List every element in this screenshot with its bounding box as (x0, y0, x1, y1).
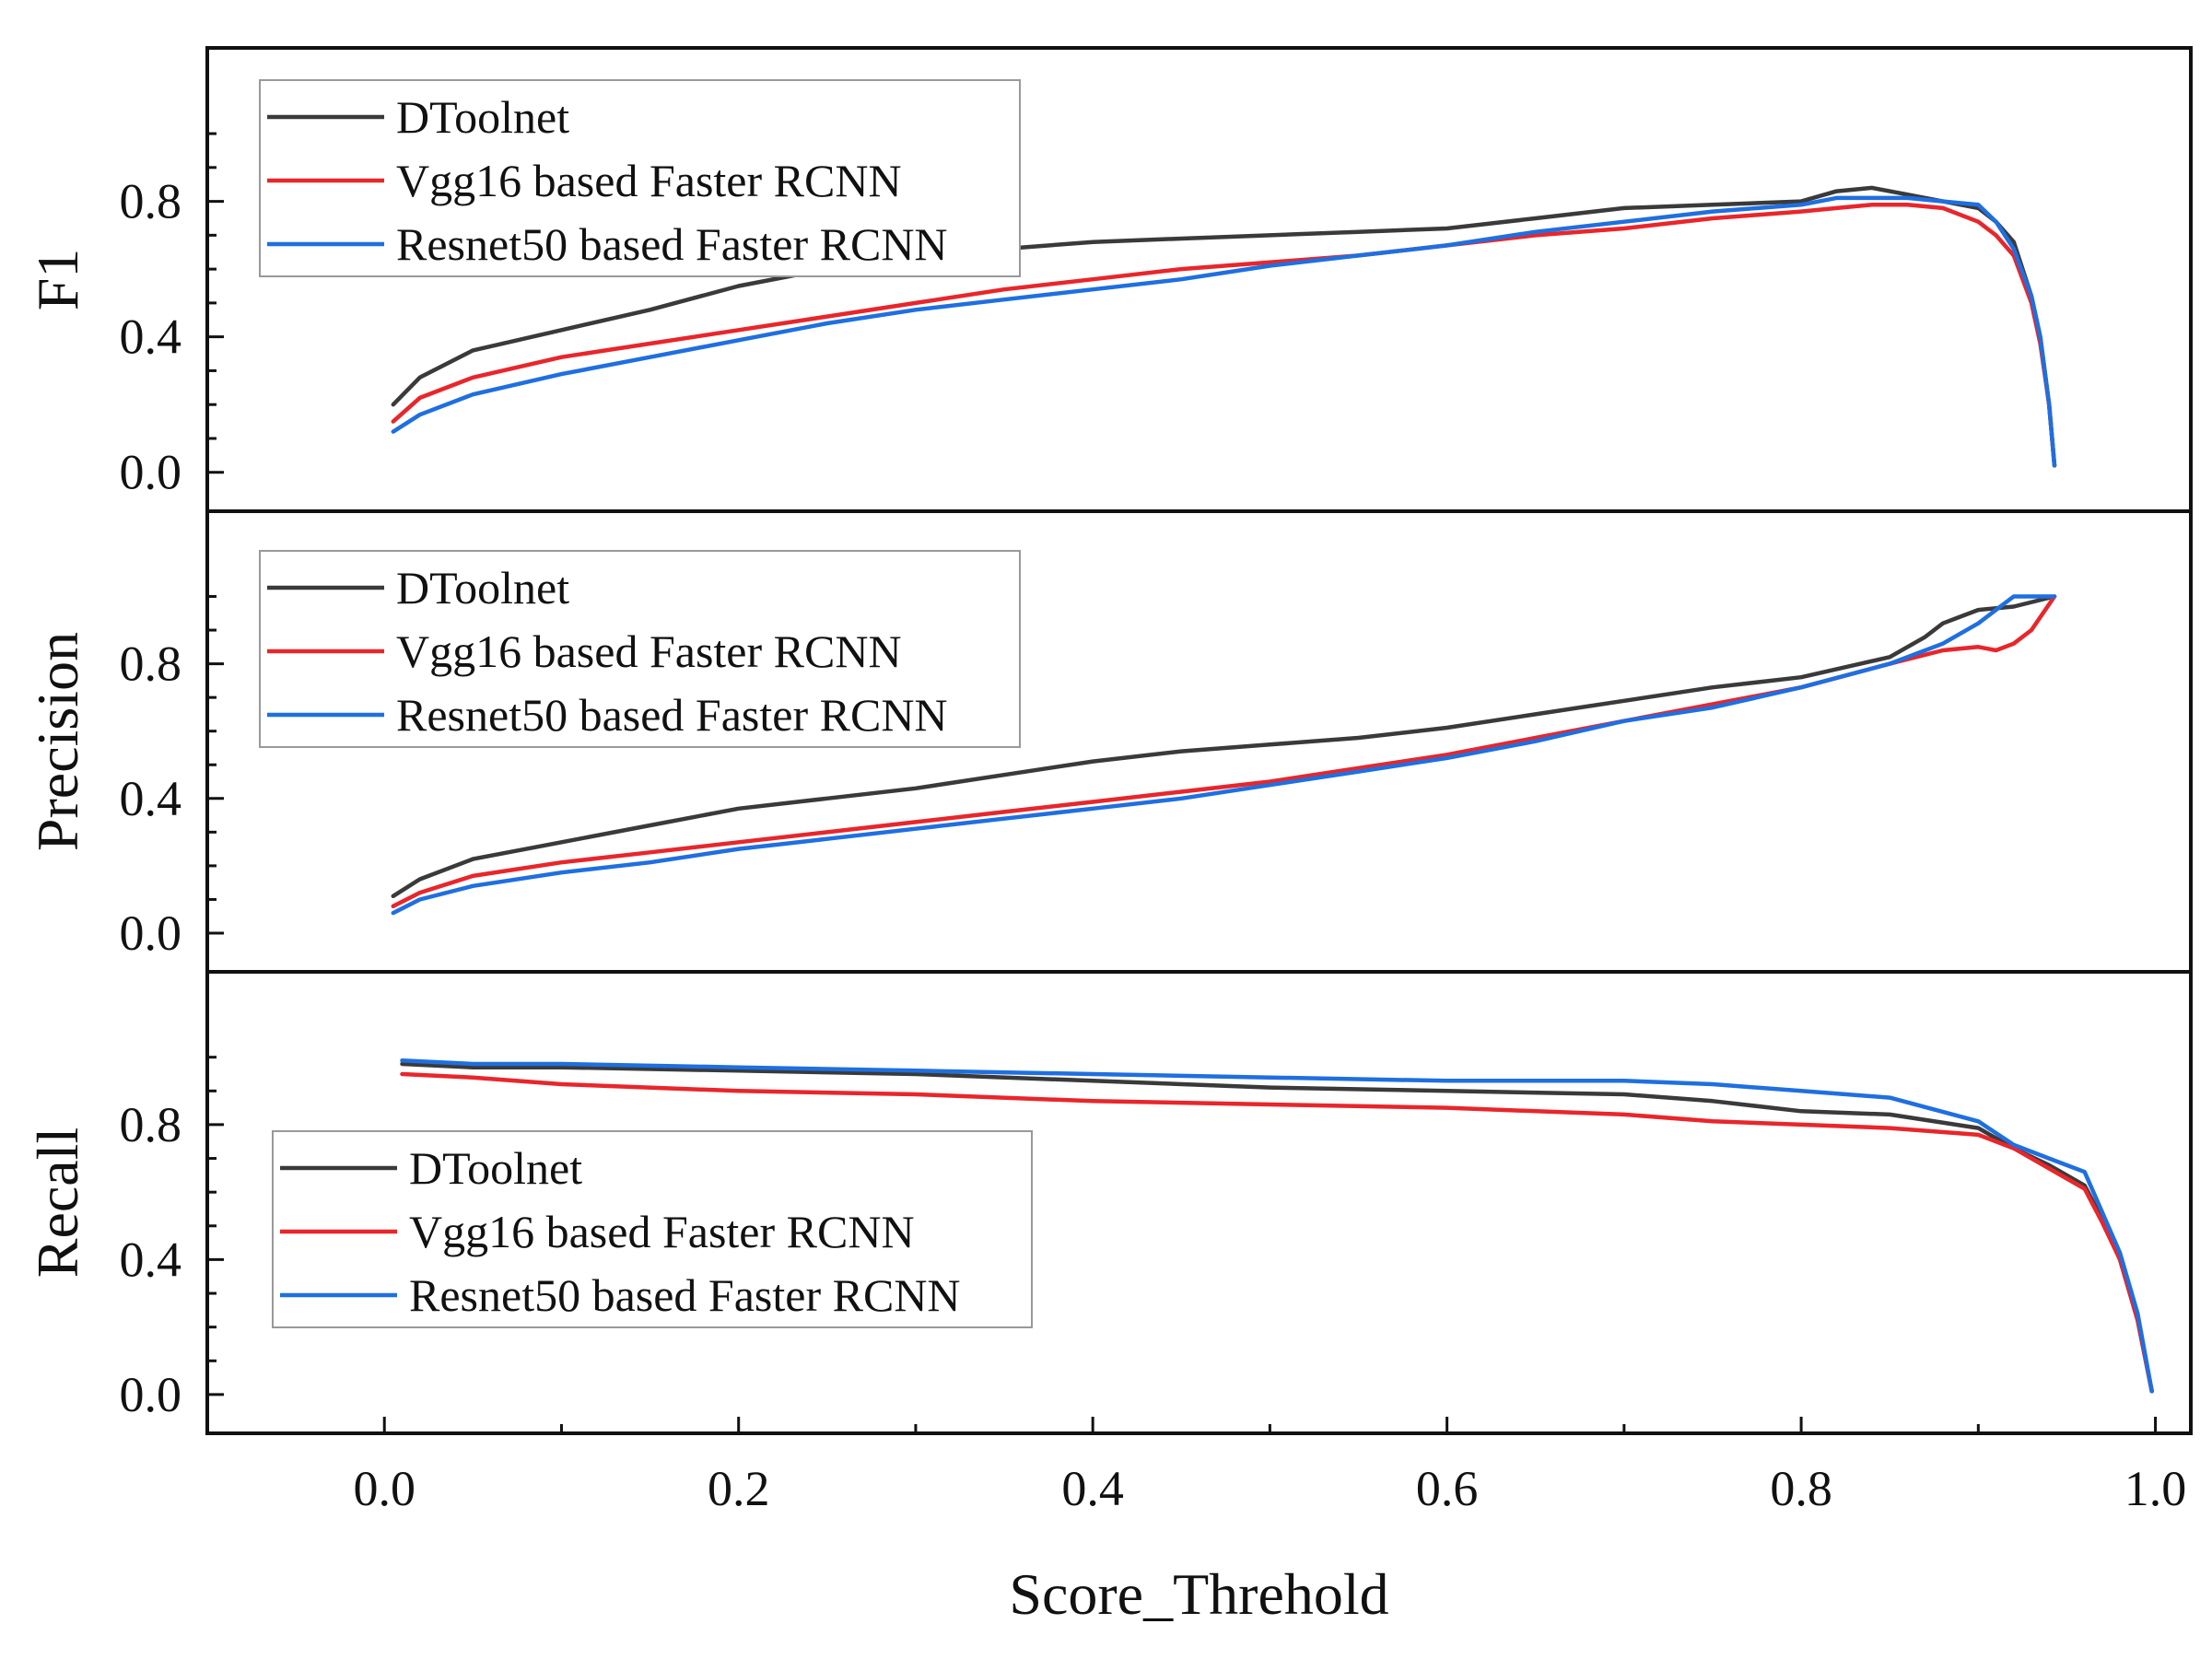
bottom-series-line-3 (400, 1058, 2154, 1394)
top-y-axis-title: F1 (25, 249, 90, 311)
top-series-line-3 (391, 195, 2057, 468)
top-y-tick-label: 0.0 (120, 445, 182, 500)
bottom-series-line-2 (400, 1071, 2154, 1394)
top-legend-label-1: DToolnet (396, 91, 569, 143)
x-tick-label: 0.2 (708, 1461, 770, 1516)
middle-series-line-1 (391, 594, 2057, 899)
bottom-panel-frame (205, 970, 2193, 1435)
middle-series-line-3 (391, 594, 2057, 916)
bottom-legend-label-1: DToolnet (409, 1142, 582, 1194)
top-legend-label-3: Resnet50 based Faster RCNN (396, 218, 948, 270)
top-legend-label-2: Vgg16 based Faster RCNN (396, 155, 902, 206)
middle-y-axis-title: Precision (25, 632, 90, 851)
bottom-y-tick-label: 0.0 (120, 1367, 182, 1422)
bottom-legend-label-3: Resnet50 based Faster RCNN (409, 1269, 961, 1321)
middle-y-tick-label: 0.8 (120, 637, 182, 692)
bottom-y-tick-label: 0.4 (120, 1232, 182, 1287)
middle-legend-label-2: Vgg16 based Faster RCNN (396, 625, 902, 677)
middle-series-line-2 (391, 594, 2057, 909)
middle-y-tick-label: 0.0 (120, 905, 182, 961)
x-tick-label: 1.0 (2124, 1461, 2187, 1516)
x-axis-title: Score_Threhold (1009, 1561, 1388, 1627)
middle-y-tick-label: 0.4 (120, 771, 182, 826)
x-tick-label: 0.8 (1770, 1461, 1832, 1516)
x-tick-label: 0.6 (1416, 1461, 1479, 1516)
bottom-y-tick-label: 0.8 (120, 1097, 182, 1152)
middle-legend-label-3: Resnet50 based Faster RCNN (396, 689, 948, 741)
top-y-tick-label: 0.4 (120, 310, 182, 365)
middle-legend-box (259, 550, 1021, 748)
top-y-tick-label: 0.8 (120, 174, 182, 229)
top-legend-box (259, 79, 1021, 277)
bottom-y-axis-title: Recall (25, 1127, 90, 1278)
x-tick-label: 0.0 (353, 1461, 415, 1516)
top-series-line-2 (391, 203, 2057, 468)
bottom-legend-label-2: Vgg16 based Faster RCNN (409, 1206, 915, 1257)
x-tick-label: 0.4 (1061, 1461, 1124, 1516)
middle-legend-label-1: DToolnet (396, 562, 569, 613)
bottom-legend-box (272, 1130, 1033, 1328)
